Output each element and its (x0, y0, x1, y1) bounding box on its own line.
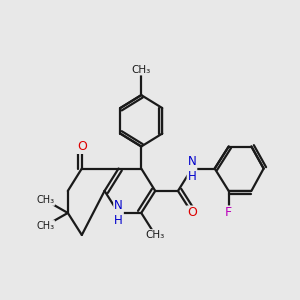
Text: CH₃: CH₃ (146, 230, 165, 240)
Text: O: O (187, 206, 197, 219)
Text: N
H: N H (188, 154, 196, 182)
Text: CH₃: CH₃ (36, 221, 54, 231)
Text: CH₃: CH₃ (132, 64, 151, 75)
Text: F: F (225, 206, 232, 219)
Text: CH₃: CH₃ (36, 195, 54, 205)
Text: N
H: N H (114, 199, 123, 227)
Text: O: O (77, 140, 87, 153)
